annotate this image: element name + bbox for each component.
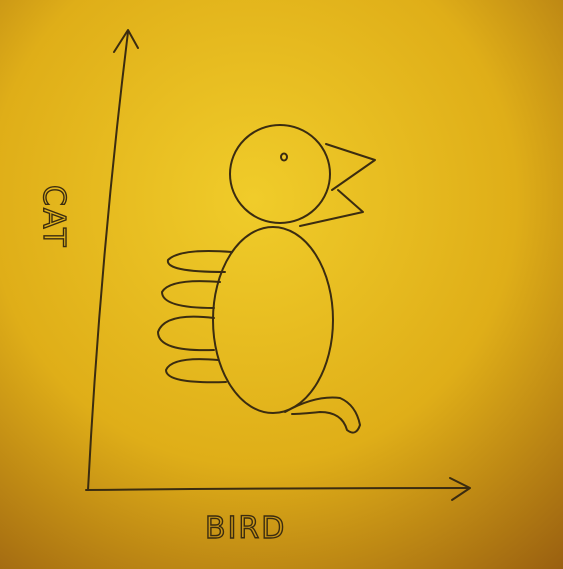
body — [212, 226, 334, 414]
leg — [165, 358, 227, 384]
y-arrow — [113, 29, 139, 53]
head — [229, 124, 331, 224]
y-axis — [87, 31, 129, 491]
axes — [85, 29, 471, 501]
x-arrow — [449, 477, 471, 501]
leg — [157, 315, 215, 352]
x-axis-label: BIRD — [205, 511, 286, 546]
bird-cat — [157, 124, 376, 434]
tail — [284, 396, 361, 434]
beak-upper — [325, 143, 376, 191]
y-axis-label: CAT — [36, 185, 71, 248]
beak-lower — [299, 189, 364, 227]
x-axis — [85, 487, 469, 491]
leg — [161, 280, 221, 309]
leg — [166, 250, 233, 273]
eye — [280, 152, 288, 162]
